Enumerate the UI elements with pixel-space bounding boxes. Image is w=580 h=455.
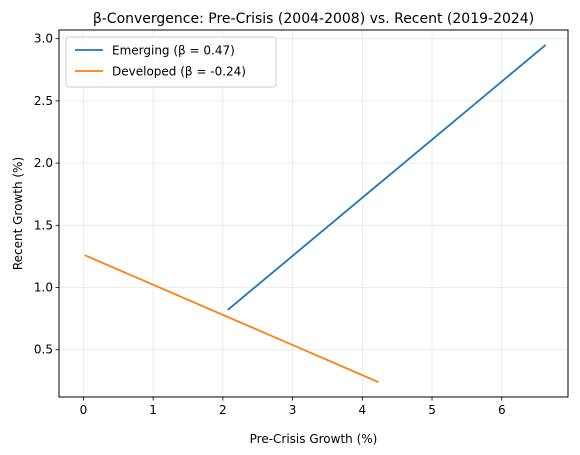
y-axis-label: Recent Growth (%) (11, 157, 25, 270)
legend-box (65, 36, 277, 88)
x-tick-label: 0 (80, 403, 88, 417)
chart-title: β-Convergence: Pre-Crisis (2004-2008) vs… (93, 11, 534, 27)
ticks: 0 1 2 3 4 5 6 0.5 1.0 1.5 2.0 2.5 3.0 (34, 32, 506, 417)
y-tick-label: 1.0 (34, 281, 53, 295)
series-line (84, 254, 379, 383)
x-tick-label: 3 (289, 403, 297, 417)
y-tick-label: 2.0 (34, 156, 53, 170)
series-line (227, 44, 547, 311)
legend: Emerging (β = 0.47) Developed (β = -0.24) (65, 36, 277, 88)
y-tick-label: 0.5 (34, 343, 53, 357)
x-tick-label: 5 (428, 403, 436, 417)
legend-label: Emerging (β = 0.47) (112, 44, 235, 58)
x-axis-label: Pre-Crisis Growth (%) (250, 432, 378, 446)
plot-frame (58, 29, 569, 398)
y-tick-label: 2.5 (34, 94, 53, 108)
x-tick-label: 4 (358, 403, 366, 417)
x-tick-label: 2 (219, 403, 227, 417)
grid (59, 30, 568, 397)
y-tick-label: 3.0 (34, 32, 53, 46)
series-group (84, 44, 547, 383)
x-tick-label: 1 (149, 403, 157, 417)
x-tick-label: 6 (498, 403, 506, 417)
y-tick-label: 1.5 (34, 218, 53, 232)
legend-label: Developed (β = -0.24) (112, 65, 246, 79)
